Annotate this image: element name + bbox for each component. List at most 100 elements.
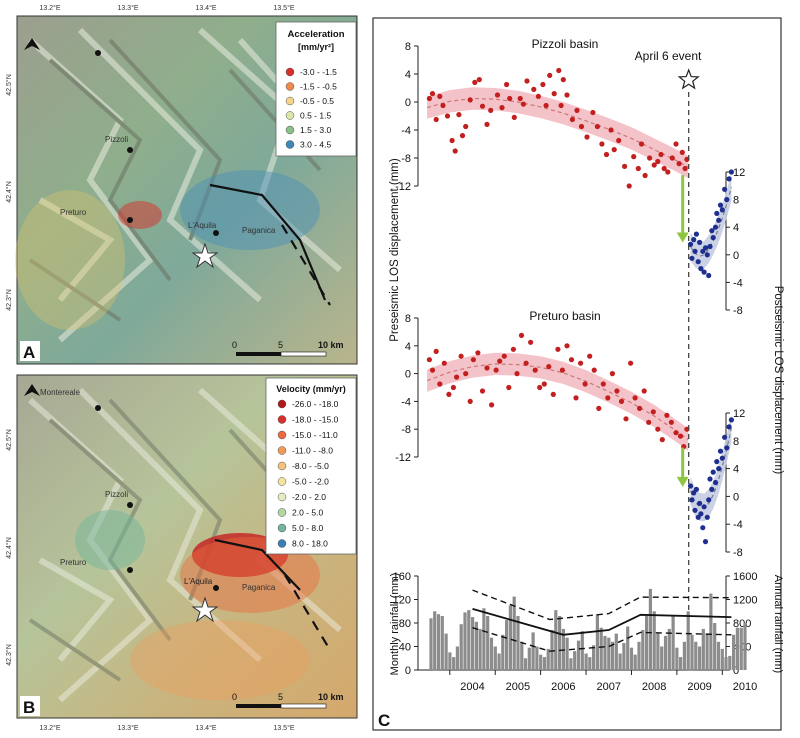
- panel-a-place-laquila: L'Aquila: [188, 221, 217, 230]
- pizzoli-pre-point: [531, 86, 537, 92]
- panel-b-fault-dashed: [284, 574, 331, 651]
- pizzoli-pre-point: [456, 112, 462, 118]
- preturo-pre-point: [475, 350, 481, 356]
- rainfall-bar: [546, 648, 550, 670]
- preturo-pre-point: [632, 395, 638, 401]
- preturo-post-point: [698, 511, 704, 517]
- pizzoli-title: Pizzoli basin: [532, 37, 599, 51]
- panel-b-legend-swatch: [277, 539, 287, 548]
- preturo-pre-point: [441, 360, 447, 366]
- rainfall-bar: [610, 641, 615, 670]
- pizzoli-post-point: [689, 255, 695, 261]
- rainfall-ytick-label: 80: [399, 618, 411, 630]
- rainfall-bar: [701, 628, 705, 670]
- pizzoli-pre-point: [599, 141, 605, 147]
- preturo-ytick-label: 4: [405, 341, 411, 353]
- pizzoli-y2tick-label: 4: [733, 222, 739, 234]
- rainfall-xtick-label: 2008: [642, 681, 666, 693]
- pizzoli-pre-point: [679, 149, 685, 155]
- pizzoli-post-point: [698, 266, 704, 272]
- pizzoli-pre-point: [574, 107, 580, 113]
- lon-tick: 13.3°E: [117, 724, 138, 732]
- preturo-pre-point: [510, 346, 516, 352]
- rainfall-bar: [508, 605, 512, 670]
- preturo-pre-point: [523, 360, 529, 366]
- preturo-pre-point: [550, 391, 556, 397]
- rainfall-bar: [679, 657, 683, 670]
- preturo-pre-point: [537, 384, 543, 391]
- preturo-pre-point: [484, 365, 490, 371]
- panel-c-letter: C: [378, 711, 390, 730]
- panel-a-place-paganica: Paganica: [242, 226, 276, 235]
- preturo-pre-point: [673, 430, 679, 436]
- panel-b-legend-label: -11.0 - -8.0: [292, 446, 333, 456]
- panel-a-epicenter-star-icon: [191, 242, 219, 269]
- preturo-ytick-label: 0: [405, 369, 411, 381]
- pizzoli-pre-point: [449, 137, 455, 144]
- preturo-post-point: [707, 476, 713, 482]
- panel-a-legend-label: 3.0 - 4.5: [300, 140, 331, 150]
- rainfall-y2tick-label: 1600: [733, 571, 757, 583]
- panel-a-town-dot: [127, 147, 133, 153]
- rainfall-bar: [501, 634, 505, 671]
- rainfall-bar: [675, 647, 679, 670]
- rainfall-bar: [592, 645, 596, 670]
- rainfall-bar: [690, 634, 694, 671]
- panel-b-legend-label: 2.0 - 5.0: [292, 508, 323, 518]
- map-lat-ticks-b: 42.5°N 42.4°N 42.3°N: [5, 429, 13, 665]
- lat-tick: 42.3°N: [5, 289, 13, 310]
- preturo-pre-point: [458, 353, 464, 359]
- preturo-post-confidence-band: [690, 414, 732, 522]
- pizzoli-post-point: [722, 186, 728, 192]
- panel-b-scale-label-0: 0: [232, 692, 237, 702]
- preturo-post-point: [709, 486, 715, 492]
- panel-a-legend-swatch: [285, 96, 295, 106]
- pizzoli-post-point: [726, 176, 732, 182]
- panel-a-legend-unit: [mm/yr²]: [298, 42, 334, 52]
- rainfall-bar: [474, 621, 478, 670]
- pizzoli-pre-point: [488, 107, 494, 113]
- lat-tick: 42.4°N: [5, 537, 13, 558]
- pizzoli-pre-point: [524, 78, 530, 84]
- pizzoli-post-point: [719, 207, 725, 213]
- rainfall-bar: [652, 611, 656, 671]
- pizzoli-post-point: [716, 217, 722, 223]
- rainfall-bar: [663, 635, 668, 670]
- rainfall-bar: [542, 657, 547, 670]
- rainfall-bar: [478, 628, 482, 670]
- rainfall-bar: [728, 655, 732, 670]
- annual-rainfall-axis-title: Annual rainfall (mm): [772, 575, 784, 673]
- pizzoli-pre-point: [676, 161, 682, 167]
- pizzoli-post-point: [697, 239, 703, 245]
- pizzoli-pre-point: [584, 134, 590, 140]
- rainfall-bar: [645, 616, 649, 670]
- panel-b-legend-label: 5.0 - 8.0: [292, 523, 323, 533]
- pizzoli-pre-point: [558, 102, 564, 109]
- pizzoli-pre-point: [452, 148, 458, 154]
- preturo-post-point: [710, 469, 716, 475]
- panel-a-town-dot: [95, 50, 101, 56]
- preturo-pre-point: [493, 367, 499, 373]
- pizzoli-pre-point: [673, 141, 679, 147]
- pizzoli-pre-point: [661, 165, 667, 172]
- rainfall-bar: [489, 637, 494, 670]
- preturo-post-point: [712, 479, 719, 486]
- rainfall-bar: [626, 626, 630, 670]
- panel-a: Pizzoli Preturo L'Aquila Paganica 0 5 10…: [15, 15, 358, 365]
- rainfall-bar: [633, 654, 637, 670]
- pizzoli-pre-point: [547, 72, 553, 78]
- annual-rainfall-bound: [472, 589, 732, 621]
- rainfall-chart: 1601208040016001200800400020042005200620…: [389, 571, 784, 693]
- preturo-y2tick-label: -4: [733, 519, 743, 531]
- postseismic-axis-title: Postseismic LOS displacement (mm): [772, 286, 784, 475]
- pizzoli-pre-point: [543, 102, 549, 109]
- map-lon-ticks-bottom: 13.2°E 13.3°E 13.4°E 13.5°E: [39, 724, 294, 732]
- panel-a-scale-label-0: 0: [232, 340, 237, 350]
- panel-b-scale-label-10: 10 km: [318, 692, 344, 702]
- panel-b-letter: B: [23, 698, 35, 717]
- panel-b-uplift-zone: [75, 510, 145, 570]
- rainfall-bar: [493, 646, 497, 670]
- pizzoli-pre-point: [484, 121, 490, 127]
- panel-a-legend-label: -0.5 - 0.5: [300, 96, 334, 106]
- rainfall-bar: [599, 627, 603, 670]
